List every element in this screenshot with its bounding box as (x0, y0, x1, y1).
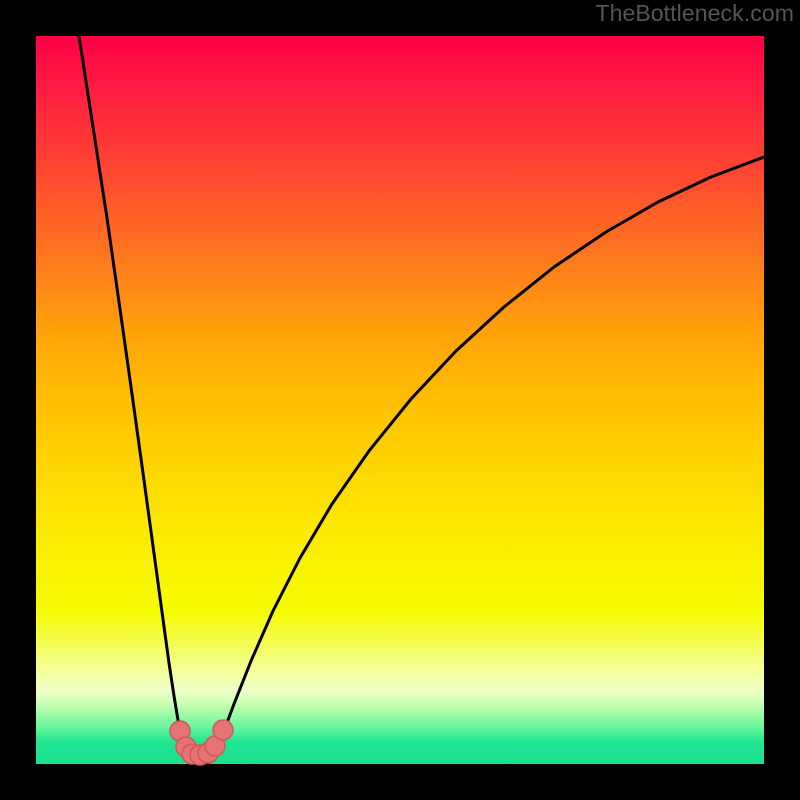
watermark-text: TheBottleneck.com (595, 0, 794, 27)
chart-overlay-svg (36, 36, 764, 764)
bottleneck-curve (79, 36, 764, 764)
valley-marker (213, 720, 233, 740)
valley-markers-group (170, 720, 233, 765)
image-root: TheBottleneck.com (0, 0, 800, 800)
